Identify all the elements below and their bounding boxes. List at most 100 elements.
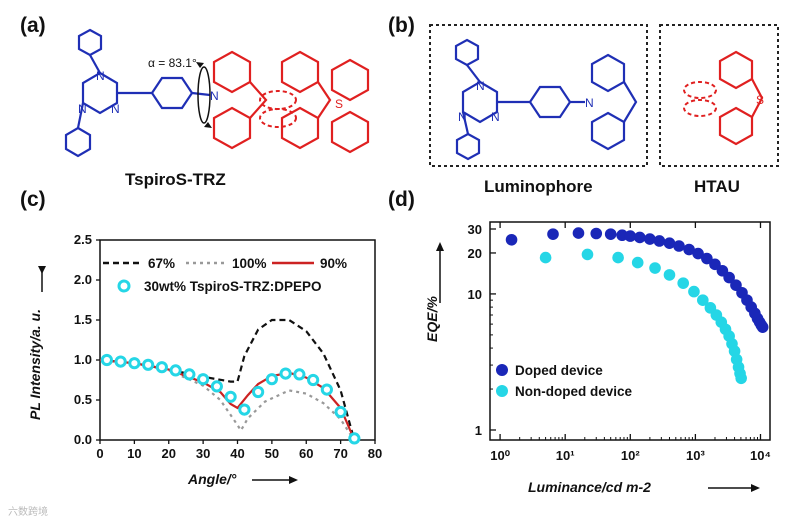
y-tick-label-d: 1 (475, 423, 482, 438)
phenyl-ring (64, 126, 92, 158)
legend-label-doped: Doped device (515, 363, 603, 378)
atom-n: N (210, 89, 219, 103)
x-tick-label-c: 20 (162, 446, 176, 461)
data-point-dpepo (155, 361, 168, 374)
data-point-dpepo (320, 383, 333, 396)
data-point-dpepo (210, 380, 223, 393)
atom-n: N (111, 102, 120, 116)
y-tick-label-c: 1.0 (74, 352, 92, 367)
x-axis-label-c: Angle/° (187, 471, 237, 487)
data-point-dpepo (252, 385, 265, 399)
data-point-doped (653, 235, 666, 247)
panel-label-c: (c) (20, 188, 46, 211)
luminophore-label: Luminophore (484, 177, 593, 196)
legend-marker-non-doped (496, 385, 508, 397)
dihedral-angle-label: α = 83.1° (148, 56, 197, 70)
atom-n: N (458, 110, 467, 124)
data-point-dpepo (142, 358, 155, 371)
rotation-arrow (197, 66, 211, 124)
data-point-doped (692, 247, 704, 260)
panel-label-b: (b) (388, 14, 415, 37)
data-point-doped (683, 243, 695, 256)
data-point-dpepo (293, 368, 306, 381)
data-point-doped (604, 228, 617, 240)
legend-label-67: 67% (148, 256, 175, 271)
atom-n: N (96, 69, 105, 83)
data-point-doped (663, 237, 676, 249)
data-point-dpepo (128, 357, 141, 370)
y-tick-label-c: 2.0 (74, 272, 92, 287)
data-point-doped (723, 271, 735, 284)
data-point-non-doped (631, 256, 644, 269)
data-point-non-doped (735, 372, 747, 385)
acridine-ring-top (212, 50, 252, 94)
x-tick-label-d: 10³ (686, 448, 705, 463)
legend-label-dpepo: 30wt% TspiroS-TRZ:DPEPO (144, 279, 322, 294)
molecule-tspiros-trz: N N N α = 83.1° N S (64, 28, 370, 158)
x-tick-label-d: 10⁴ (750, 448, 771, 463)
x-tick-label-c: 40 (230, 446, 244, 461)
legend-marker-doped (496, 364, 508, 376)
data-point-non-doped (677, 277, 690, 289)
molecule-name-tspiros-trz: TspiroS-TRZ (125, 170, 226, 189)
luminophore-box (429, 24, 648, 167)
data-point-dpepo (238, 403, 251, 416)
data-point-doped (756, 321, 769, 333)
legend-label-90: 90% (320, 256, 347, 271)
data-point-doped (547, 228, 559, 240)
data-point-dpepo (100, 353, 113, 367)
data-point-dpepo (307, 373, 320, 387)
x-tick-label-d: 10² (621, 448, 640, 463)
x-tick-label-c: 60 (299, 446, 313, 461)
y-tick-label-c: 2.5 (74, 232, 92, 247)
thioxanthene-ring-top (280, 50, 320, 94)
data-point-non-doped (581, 248, 594, 261)
data-point-non-doped (612, 251, 624, 264)
data-point-doped (590, 227, 603, 240)
data-point-dpepo (348, 432, 361, 445)
thioxanthene-ring-bottom (280, 106, 320, 150)
data-point-doped (572, 227, 585, 239)
data-point-non-doped (649, 262, 661, 274)
data-point-dpepo (183, 368, 196, 381)
x-tick-label-c: 80 (368, 446, 382, 461)
x-axis-label-d-text: Luminance/cd m-2 (528, 479, 651, 495)
x-tick-label-d: 10¹ (556, 448, 575, 463)
htau-box (659, 24, 779, 167)
molecule-htau: S (683, 50, 764, 146)
y-tick-label-c: 0.5 (74, 392, 92, 407)
x-axis-label-d: Luminance/cd m-2 (528, 479, 651, 495)
phenyl-ring (77, 28, 103, 57)
x-tick-label-c: 0 (96, 446, 103, 461)
data-point-dpepo (279, 367, 292, 380)
atom-n: N (585, 96, 594, 110)
y-tick-label-c: 0.0 (74, 432, 92, 447)
phenyl-bridge-ring (150, 76, 194, 110)
chart-d: 10⁰ 10¹ 10² 10³ 10⁴ 1 10 20 30 Doped device Non… (424, 221, 771, 495)
legend-label-100: 100% (232, 256, 267, 271)
y-tick-label-d: 30 (468, 222, 482, 237)
data-point-non-doped (688, 285, 700, 298)
data-point-non-doped (663, 269, 676, 281)
data-point-doped (505, 233, 518, 246)
atom-n: N (476, 79, 485, 93)
x-tick-label-c: 70 (333, 446, 347, 461)
x-tick-label-c: 30 (196, 446, 210, 461)
data-point-dpepo (197, 373, 210, 386)
x-tick-label-c: 50 (265, 446, 279, 461)
atom-s: S (756, 93, 764, 107)
data-point-dpepo (114, 355, 127, 368)
atom-s: S (335, 97, 343, 111)
y-tick-label-d: 20 (468, 246, 482, 261)
data-point-dpepo (334, 405, 347, 419)
data-point-doped (701, 252, 713, 265)
y-axis-label-d: EQE/% (424, 296, 440, 342)
x-tick-label-d: 10⁰ (490, 448, 510, 463)
data-point-doped (624, 230, 637, 242)
data-point-non-doped (539, 251, 552, 264)
molecule-luminophore: N N N N (454, 38, 638, 161)
data-point-dpepo (265, 373, 278, 386)
data-point-dpepo (224, 390, 237, 403)
acridine-ring-bottom (212, 106, 252, 150)
